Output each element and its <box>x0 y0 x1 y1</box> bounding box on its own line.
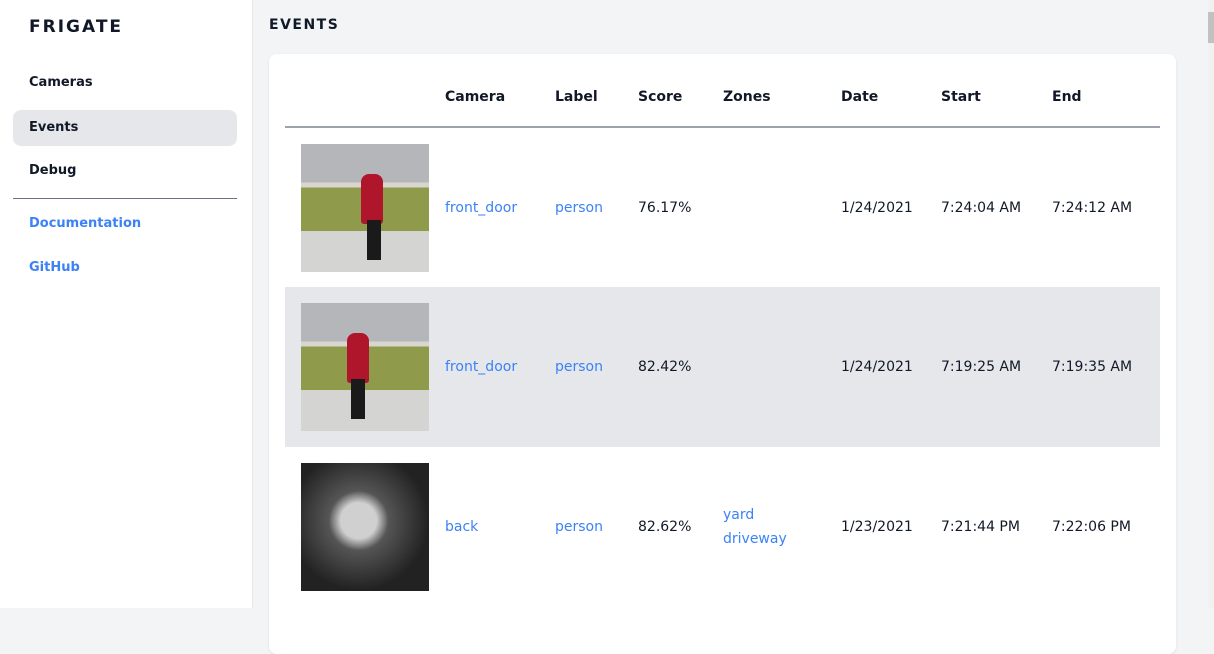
end-time: 7:24:12 AM <box>1052 199 1133 216</box>
events-card: Camera Label Score Zones Date Start End … <box>269 54 1176 654</box>
start-time: 7:24:04 AM <box>941 199 1022 216</box>
link-github[interactable]: GitHub <box>29 260 80 275</box>
app-logo[interactable]: FRIGATE <box>29 17 124 37</box>
score: 82.62% <box>638 519 692 535</box>
table-row[interactable]: front_door person 76.17% 1/24/2021 7:24:04 A… <box>285 127 1160 287</box>
camera-link[interactable]: back <box>445 519 479 535</box>
sidebar-item-debug[interactable]: Debug <box>29 163 77 178</box>
zone-link[interactable]: driveway <box>723 531 787 547</box>
thumbnail-cell <box>285 287 445 447</box>
link-documentation[interactable]: Documentation <box>29 216 142 231</box>
camera-link[interactable]: front_door <box>445 359 518 375</box>
end-time: 7:22:06 PM <box>1052 519 1131 535</box>
label-link[interactable]: person <box>555 359 603 375</box>
col-thumbnail <box>285 54 445 128</box>
col-zones: Zones <box>723 54 841 128</box>
score: 76.17% <box>638 199 692 216</box>
thumbnail-cell <box>285 447 445 607</box>
page-title: EVENTS <box>269 17 340 33</box>
col-date: Date <box>841 54 941 128</box>
events-table: Camera Label Score Zones Date Start End … <box>285 54 1160 607</box>
table-header: Camera Label Score Zones Date Start End <box>285 54 1160 128</box>
col-start: Start <box>941 54 1052 128</box>
score: 82.42% <box>638 287 723 447</box>
sidebar-item-events[interactable]: Events <box>13 110 237 146</box>
zone-link[interactable]: yard <box>723 507 755 523</box>
sidebar-divider <box>13 198 237 199</box>
start-time: 7:21:44 PM <box>941 519 1020 535</box>
col-label: Label <box>555 54 638 128</box>
event-thumbnail[interactable] <box>301 463 429 591</box>
event-thumbnail[interactable] <box>301 303 429 431</box>
scrollbar[interactable] <box>1208 0 1214 608</box>
scrollbar-thumb[interactable] <box>1208 12 1214 43</box>
col-score: Score <box>638 54 723 128</box>
label-link[interactable]: person <box>555 519 603 535</box>
date: 1/24/2021 <box>841 287 941 447</box>
date: 1/24/2021 <box>841 199 913 216</box>
start-time: 7:19:25 AM <box>941 287 1052 447</box>
col-camera: Camera <box>445 54 555 128</box>
date: 1/23/2021 <box>841 519 913 535</box>
table-row[interactable]: back person 82.62% yard driveway 1/23/2021 7:2… <box>285 447 1160 607</box>
label-link[interactable]: person <box>555 199 603 216</box>
col-end: End <box>1052 54 1160 128</box>
sidebar: FRIGATE Cameras Events Debug Documentati… <box>0 0 253 608</box>
camera-link[interactable]: front_door <box>445 199 518 216</box>
table-row[interactable]: front_door person 82.42% 1/24/2021 7:19:25 A… <box>285 287 1160 447</box>
end-time: 7:19:35 AM <box>1052 287 1160 447</box>
sidebar-item-cameras[interactable]: Cameras <box>29 75 93 90</box>
event-thumbnail[interactable] <box>301 143 429 272</box>
thumbnail-cell <box>285 127 445 287</box>
